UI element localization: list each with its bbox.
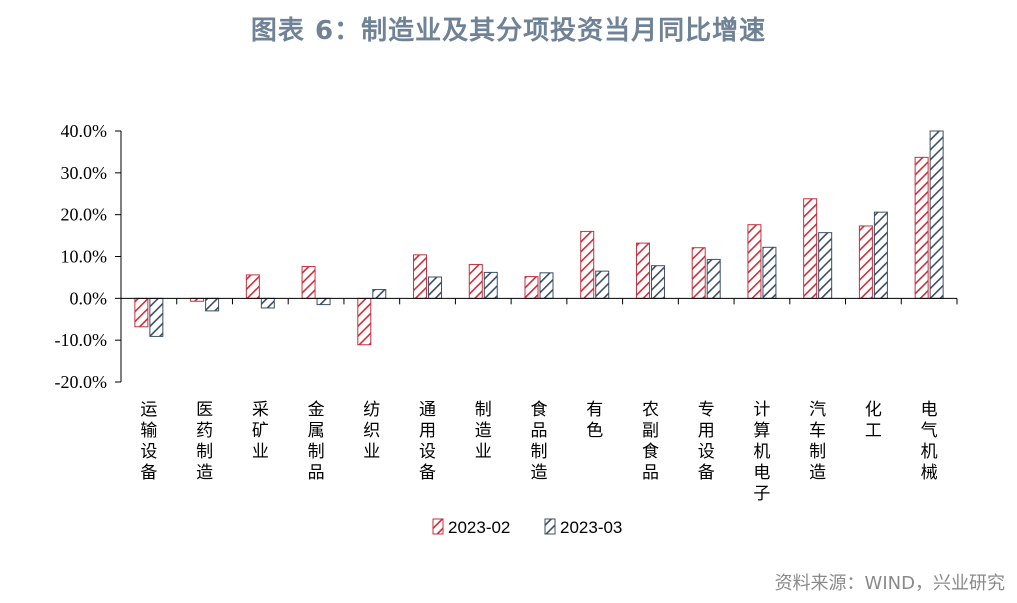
legend: 2023-02 2023-03 bbox=[432, 518, 622, 537]
bar-2023-02-专用设备 bbox=[691, 247, 706, 299]
legend-label: 2023-02 bbox=[448, 518, 510, 537]
bar-2023-02-制造业 bbox=[468, 263, 483, 299]
legend-swatch bbox=[432, 518, 444, 535]
bar-2023-02-采矿业 bbox=[245, 274, 260, 299]
x-category-label: 化工 bbox=[865, 400, 882, 441]
x-category-label: 计算机电子 bbox=[753, 400, 770, 504]
bar-2023-03-有色 bbox=[595, 270, 610, 299]
x-category-label: 运输设备 bbox=[140, 400, 157, 483]
bar-2023-03-化工 bbox=[873, 211, 888, 299]
x-category-label: 有色 bbox=[586, 400, 603, 441]
x-category-label: 专用设备 bbox=[698, 400, 715, 483]
x-category-label: 农副食品 bbox=[642, 400, 659, 483]
x-axis: 运输设备 医药制造 采矿业 金属制品 纺织业 通用设备 制造业 食品制造 有色 农副食品 专用设备 计… bbox=[120, 297, 958, 504]
bar-2023-03-汽车制造 bbox=[818, 232, 833, 299]
source-note: 资料来源：WIND，兴业研究 bbox=[774, 573, 1005, 594]
bar-2023-02-食品制造 bbox=[524, 276, 539, 299]
x-category-label: 电气机械 bbox=[921, 400, 938, 483]
x-category-label: 采矿业 bbox=[252, 400, 269, 462]
x-category-label: 医药制造 bbox=[196, 400, 213, 483]
bar-2023-03-制造业 bbox=[483, 271, 498, 299]
bar-2023-02-计算机电子 bbox=[747, 224, 762, 299]
bar-2023-02-通用设备 bbox=[413, 254, 428, 299]
bar-2023-02-运输设备 bbox=[134, 297, 149, 328]
y-tick-label: 0.0% bbox=[70, 288, 108, 308]
bar-2023-02-农副食品 bbox=[635, 242, 650, 299]
y-tick-label: 30.0% bbox=[61, 163, 108, 183]
bars bbox=[134, 130, 944, 346]
y-tick-label: -20.0% bbox=[55, 372, 108, 392]
bar-2023-03-运输设备 bbox=[149, 297, 164, 337]
y-tick-label: 20.0% bbox=[61, 205, 108, 225]
legend-label: 2023-03 bbox=[560, 518, 622, 537]
bar-2023-03-医药制造 bbox=[205, 297, 220, 312]
bar-2023-02-电气机械 bbox=[914, 156, 929, 299]
bar-2023-03-纺织业 bbox=[372, 289, 387, 299]
bar-2023-02-汽车制造 bbox=[803, 198, 818, 299]
x-category-label: 纺织业 bbox=[363, 400, 380, 462]
bar-2023-03-采矿业 bbox=[260, 297, 275, 309]
y-tick-label: 10.0% bbox=[61, 247, 108, 267]
bar-2023-03-通用设备 bbox=[428, 276, 443, 299]
bar-2023-03-计算机电子 bbox=[762, 246, 777, 299]
legend-swatch bbox=[544, 518, 556, 535]
bar-2023-02-金属制品 bbox=[301, 266, 316, 299]
x-category-label: 金属制品 bbox=[308, 400, 325, 483]
bar-2023-03-食品制造 bbox=[539, 272, 554, 299]
bar-2023-02-化工 bbox=[858, 225, 873, 299]
chart-title: 图表 6：制造业及其分项投资当月同比增速 bbox=[250, 16, 767, 46]
y-tick-label: 40.0% bbox=[61, 121, 108, 141]
x-category-label: 食品制造 bbox=[531, 400, 548, 483]
bar-2023-02-纺织业 bbox=[357, 297, 372, 346]
x-category-label: 汽车制造 bbox=[809, 400, 826, 483]
bar-2023-03-金属制品 bbox=[316, 297, 331, 306]
x-category-label: 制造业 bbox=[475, 400, 492, 462]
y-tick-label: -10.0% bbox=[55, 330, 108, 350]
bar-2023-03-农副食品 bbox=[650, 265, 665, 299]
x-category-label: 通用设备 bbox=[419, 400, 436, 483]
bar-2023-02-有色 bbox=[580, 230, 595, 299]
y-axis: 40.0% 30.0% 20.0% 10.0% 0.0% -10.0% -20.0% bbox=[55, 121, 122, 392]
bar-2023-03-电气机械 bbox=[929, 130, 944, 299]
bar-2023-03-专用设备 bbox=[706, 258, 721, 299]
